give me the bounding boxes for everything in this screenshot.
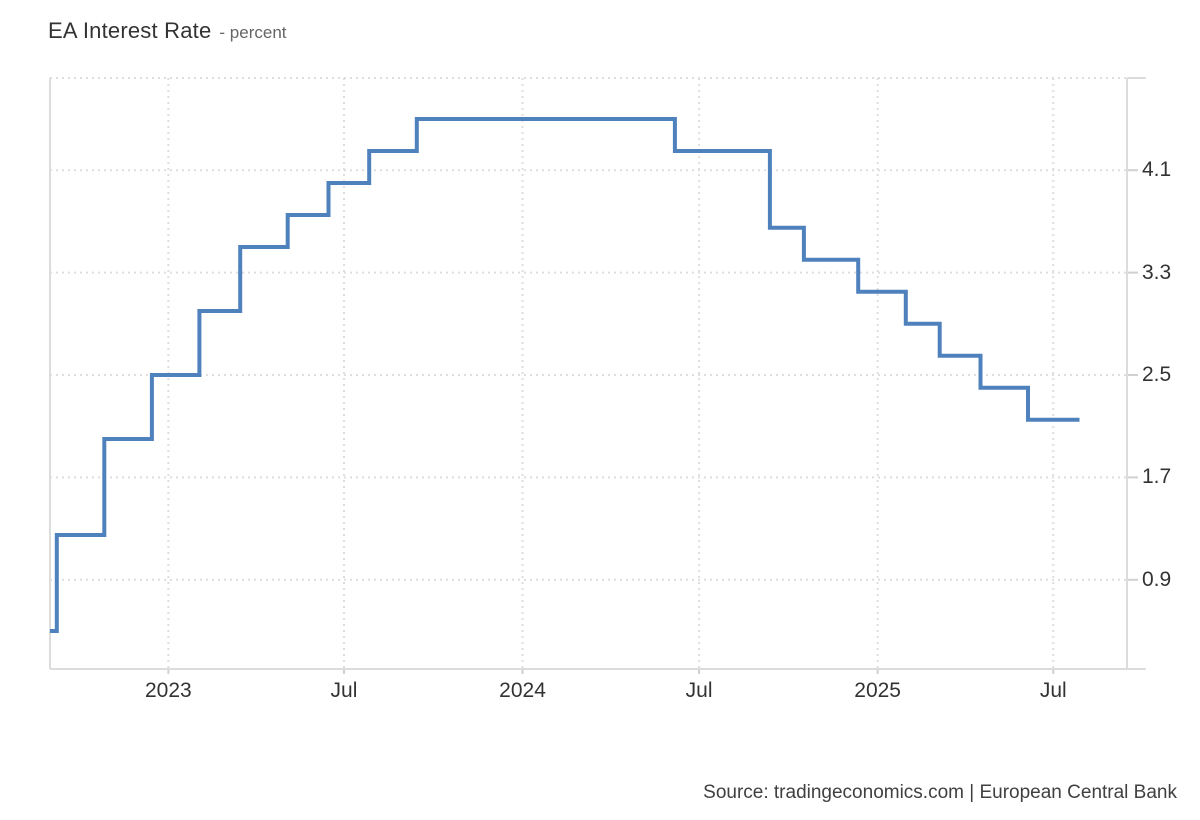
chart-title-subtitle: - percent <box>219 23 287 42</box>
y-axis-label: 4.1 <box>1142 158 1172 182</box>
x-axis-label: 2025 <box>854 679 901 702</box>
y-axis-label: 2.5 <box>1142 362 1172 386</box>
series-line <box>50 117 1080 633</box>
x-axis-label: 2024 <box>499 679 546 702</box>
source-credit: Source: tradingeconomics.com | European … <box>703 782 1177 803</box>
x-axis-label: Jul <box>1039 679 1067 702</box>
y-axis-label: 1.7 <box>1142 465 1172 489</box>
x-axis-label: 2023 <box>145 679 192 702</box>
y-axis-label: 3.3 <box>1142 260 1172 284</box>
x-axis-label: Jul <box>685 679 713 702</box>
chart-title-main: EA Interest Rate <box>48 18 212 43</box>
x-axis-label: Jul <box>330 679 358 702</box>
chart-title: EA Interest Rate - percent <box>48 17 287 45</box>
y-axis-label: 0.9 <box>1142 567 1172 591</box>
